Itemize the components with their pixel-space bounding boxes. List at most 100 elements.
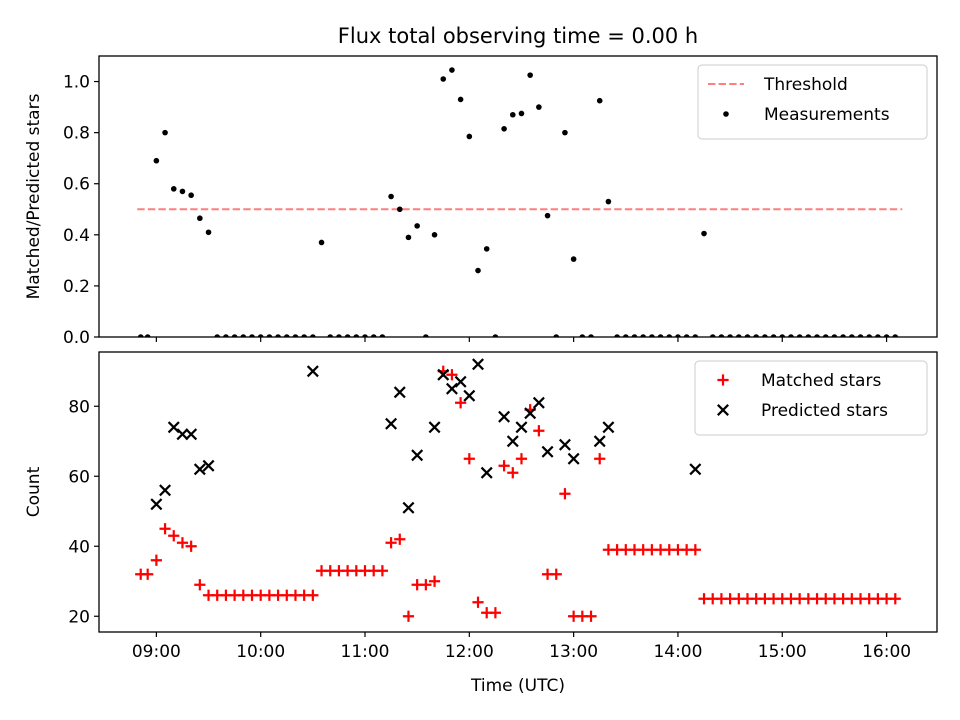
predicted-star-point: [193, 463, 206, 476]
matched-star-point: [689, 544, 701, 556]
y-tick-label: 0.4: [63, 226, 90, 246]
measurement-point: [657, 334, 664, 337]
count-panel: 09:00 10:00 11:00 12:00 13:00 14:00 15:00 16:00…: [24, 351, 938, 662]
matched-star-point: [489, 607, 501, 619]
measurement-point: [257, 334, 264, 337]
predicted-star-point: [150, 498, 163, 511]
matched-star-point: [559, 488, 571, 500]
measurement-point: [849, 334, 855, 337]
matched-star-point: [594, 453, 606, 465]
measurement-point: [579, 334, 586, 337]
measurement-point: [796, 334, 803, 337]
measurement-point: [362, 334, 368, 337]
x-tick-label: 12:00: [445, 642, 494, 662]
measurement-point: [327, 334, 334, 337]
measurement-point: [614, 334, 620, 337]
measurement-point: [318, 239, 325, 246]
x-axis-label: Time (UTC): [470, 676, 565, 696]
legend-label: Matched stars: [761, 371, 881, 391]
predicted-star-point: [185, 428, 198, 441]
measurement-point: [788, 334, 794, 337]
predicted-star-point: [454, 375, 467, 388]
x-tick-label: 13:00: [549, 642, 598, 662]
measurement-point: [527, 72, 533, 78]
predicted-star-point: [541, 445, 554, 458]
legend-box: [694, 360, 928, 436]
measurement-point: [431, 232, 438, 238]
measurement-point: [509, 111, 516, 118]
matched-star-point: [472, 596, 484, 608]
measurement-point: [379, 334, 386, 337]
matched-star-point: [176, 537, 189, 549]
series-matched-stars: [135, 365, 901, 622]
predicted-star-point: [463, 389, 476, 402]
measurement-point: [779, 334, 786, 337]
matched-star-point: [889, 593, 901, 605]
plot-area: [135, 358, 901, 622]
measurement-point: [588, 334, 594, 337]
ratio-panel: 0.0 0.2 0.4 0.6 0.8 1.0 Matched/Predicted star…: [24, 55, 938, 348]
predicted-star-point: [411, 449, 424, 462]
measurement-point: [240, 334, 247, 337]
measurement-point: [231, 334, 238, 337]
predicted-star-point: [402, 501, 415, 514]
measurement-point: [805, 334, 812, 337]
plot-area: [137, 67, 903, 337]
x-tick-label: 11:00: [341, 642, 390, 662]
matched-star-point: [376, 565, 388, 577]
measurement-point: [214, 334, 221, 337]
legend: Matched stars Predicted stars: [694, 360, 928, 436]
measurement-point: [883, 334, 890, 337]
predicted-star-point: [558, 438, 571, 451]
matched-star-point: [446, 369, 458, 381]
measurement-point: [501, 126, 507, 132]
measurement-point: [275, 334, 281, 337]
y-tick-label: 20: [68, 607, 90, 627]
matched-star-point: [420, 579, 432, 591]
measurement-point: [353, 334, 360, 337]
matched-star-point: [159, 523, 171, 535]
predicted-star-point: [428, 421, 441, 434]
predicted-star-point: [524, 407, 537, 420]
legend-matched-swatch: [717, 374, 729, 386]
measurement-point: [396, 206, 403, 213]
predicted-star-point: [506, 435, 519, 448]
matched-star-point: [507, 467, 519, 479]
measurement-point: [449, 67, 455, 73]
measurement-point: [336, 334, 342, 337]
measurement-point: [753, 334, 759, 337]
predicted-star-point: [515, 421, 528, 434]
predicted-star-point: [498, 410, 511, 423]
measurement-point: [457, 96, 464, 103]
measurement-point: [814, 334, 820, 337]
measurement-point: [144, 334, 151, 337]
measurement-point: [162, 129, 168, 136]
measurement-point: [857, 334, 864, 337]
series-measurements: [137, 67, 899, 337]
measurement-point: [640, 334, 646, 337]
measurement-point: [466, 133, 473, 140]
legend-box: [697, 64, 928, 140]
measurement-point: [440, 76, 447, 82]
measurement-point: [570, 256, 577, 262]
measurement-point: [223, 334, 229, 337]
legend-label: Threshold: [763, 75, 848, 95]
legend-label: Predicted stars: [761, 401, 888, 421]
predicted-star-point: [593, 435, 606, 448]
measurement-point: [892, 334, 899, 337]
measurement-point: [137, 334, 144, 337]
measurement-point: [822, 334, 829, 337]
x-tick-label: 15:00: [758, 642, 807, 662]
y-tick-label: 0.0: [63, 328, 90, 348]
measurement-point: [188, 192, 194, 199]
y-tick-label: 40: [68, 537, 90, 557]
measurement-point: [179, 188, 186, 195]
measurement-point: [666, 334, 673, 337]
predicted-star-point: [176, 428, 189, 441]
measurement-point: [301, 334, 307, 337]
measurement-point: [622, 334, 629, 337]
legend-label: Measurements: [764, 105, 890, 125]
predicted-star-point: [689, 463, 702, 476]
measurement-point: [536, 104, 542, 110]
predicted-star-point: [445, 382, 458, 395]
